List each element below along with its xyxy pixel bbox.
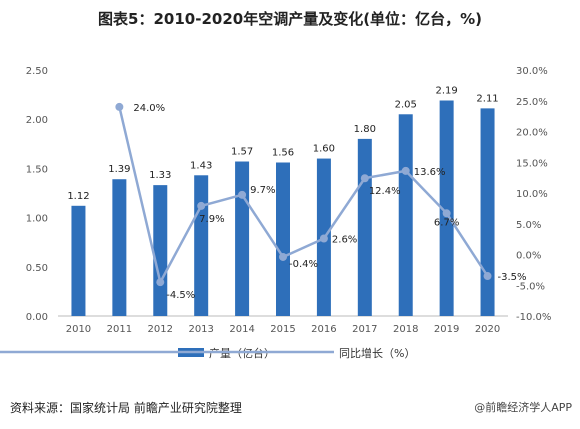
line-point <box>401 166 410 175</box>
bar-data-label: 1.80 <box>354 124 376 135</box>
line-point <box>319 234 328 243</box>
y-left-tick-label: 2.50 <box>26 66 48 77</box>
line-data-label: 6.7% <box>434 217 459 228</box>
line-point <box>156 278 165 287</box>
y-left-tick-label: 2.00 <box>26 115 48 126</box>
bar <box>480 108 495 316</box>
y-right-tick-label: 25.0% <box>516 97 548 108</box>
x-tick-label: 2012 <box>148 324 173 335</box>
line-data-label: -3.5% <box>498 272 527 283</box>
y-left-tick-label: 1.50 <box>26 164 48 175</box>
bar <box>235 161 250 316</box>
y-left-tick-label: 1.00 <box>26 214 48 225</box>
x-tick-label: 2020 <box>475 324 500 335</box>
y-left-tick-label: 0.00 <box>26 312 48 323</box>
line-data-label: -0.4% <box>289 259 318 270</box>
bar-data-label: 1.60 <box>313 144 335 155</box>
line-point <box>360 174 369 183</box>
bar <box>439 100 454 316</box>
bar-data-label: 1.56 <box>272 147 294 158</box>
bar-data-label: 1.33 <box>149 170 171 181</box>
line-data-label: 13.6% <box>414 167 446 178</box>
line-data-label: 9.7% <box>250 185 275 196</box>
line-data-label: 2.6% <box>332 235 357 246</box>
line-data-label: 7.9% <box>199 214 224 225</box>
x-tick-label: 2017 <box>352 324 377 335</box>
chart-title: 图表5：2010-2020年空调产量及变化(单位：亿台，%) <box>98 10 482 28</box>
bar-data-label: 2.11 <box>476 93 498 104</box>
x-tick-label: 2013 <box>188 324 213 335</box>
x-tick-label: 2016 <box>311 324 336 335</box>
x-tick-label: 2011 <box>107 324 132 335</box>
x-tick-label: 2014 <box>229 324 254 335</box>
y-right-tick-label: 15.0% <box>516 158 548 169</box>
line-data-label: 24.0% <box>133 103 165 114</box>
y-right-tick-label: 20.0% <box>516 128 548 139</box>
bar-data-label: 1.12 <box>67 191 89 202</box>
line-series: 24.0% -4.5% 7.9% 9.7% -0.4% 2.6% 12.4% 13.6% 6.7… <box>115 102 527 301</box>
x-tick-label: 2019 <box>434 324 459 335</box>
line-point <box>115 102 124 111</box>
line-data-label: 12.4% <box>369 186 401 197</box>
line-point <box>483 272 492 281</box>
x-tick-label: 2010 <box>66 324 91 335</box>
bar <box>276 162 290 316</box>
y-right-tick-label: 5.0% <box>516 220 541 231</box>
line-point <box>238 190 247 199</box>
bar-data-label: 1.39 <box>108 164 130 175</box>
bar-data-label: 1.57 <box>231 147 253 158</box>
line-point <box>197 201 206 210</box>
x-tick-label: 2015 <box>270 324 295 335</box>
bar <box>194 175 209 316</box>
bar-data-label: 2.19 <box>436 86 458 97</box>
legend-line-label: 同比增长（%） <box>339 346 415 360</box>
y-left-tick-label: 0.50 <box>26 263 48 274</box>
bar <box>71 205 86 316</box>
bar <box>112 179 127 316</box>
source-note: 资料来源：国家统计局 前瞻产业研究院整理 <box>10 401 242 415</box>
y-right-tick-label: 30.0% <box>516 66 548 77</box>
bar <box>398 114 413 316</box>
y-right-tick-label: 10.0% <box>516 189 548 200</box>
y-right-tick-label: 0.0% <box>516 251 541 262</box>
line-point <box>279 252 287 261</box>
bar <box>153 185 168 316</box>
bar-data-label: 2.05 <box>395 99 417 110</box>
growth-line <box>118 106 489 286</box>
bar <box>357 138 372 316</box>
x-tick-label: 2018 <box>393 324 418 335</box>
y-right-tick-label: -10.0% <box>516 312 551 323</box>
line-data-label: -4.5% <box>166 290 195 301</box>
line-point <box>442 209 451 218</box>
bar-data-label: 1.43 <box>190 160 212 171</box>
credit-note: @前瞻经济学人APP <box>474 401 572 414</box>
y-right-tick-label: -5.0% <box>516 281 545 292</box>
legend: 产量（亿台） 同比增长（%） <box>0 346 415 360</box>
bar-series: 1.12 1.39 1.33 1.43 1.57 1.56 1.60 1.80 2.05 2.19… <box>67 86 499 316</box>
